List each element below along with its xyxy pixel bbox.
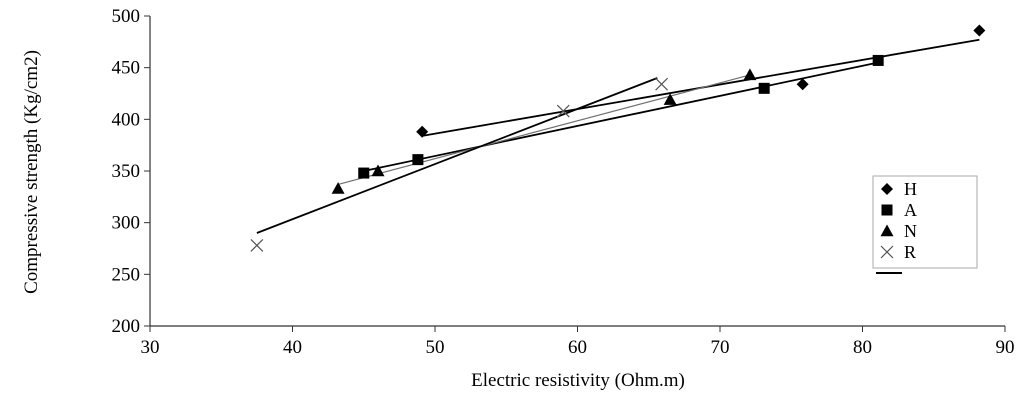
legend-marker-h <box>881 183 893 195</box>
axes: 30 40 50 60 70 80 90 200 250 300 350 400 450 500 <box>112 6 1015 358</box>
legend-label-h: H <box>904 179 917 199</box>
x-marker-stroke <box>556 104 570 118</box>
data-point-h <box>796 78 809 91</box>
data-point-a <box>412 154 424 166</box>
x-tick-label: 70 <box>711 337 730 358</box>
x-marker-stroke <box>655 77 668 91</box>
legend-label-n: N <box>904 221 917 241</box>
y-tick-label: 450 <box>112 58 141 79</box>
x-marker-stroke <box>250 238 264 252</box>
legend-label-a: A <box>904 200 917 220</box>
data-point-n <box>663 93 677 105</box>
x-marker-stroke <box>880 245 894 259</box>
x-tick-label: 50 <box>426 337 445 358</box>
data-point-r <box>250 238 264 252</box>
data-point-r <box>556 104 570 118</box>
x-axis-title: Electric resistivity (Ohm.m) <box>471 370 685 391</box>
data-point-n <box>743 68 757 81</box>
y-axis-title: Compressive strength (Kg/cm2) <box>21 50 42 294</box>
y-tick-label: 300 <box>112 213 141 234</box>
data-point-a <box>358 167 370 179</box>
data-point-h <box>973 24 986 37</box>
trendline-r <box>256 77 658 234</box>
legend-label-r: R <box>904 242 916 262</box>
y-tick-label: 250 <box>112 264 141 285</box>
data-point-n <box>331 182 345 194</box>
data-point-r <box>655 77 668 91</box>
data-point-a <box>758 82 770 94</box>
y-tick-label: 400 <box>112 109 141 130</box>
x-tick-label: 30 <box>141 337 160 358</box>
x-tick-label: 60 <box>568 337 587 358</box>
trendline-n <box>337 74 751 186</box>
legend-marker-n <box>880 224 894 237</box>
legend-marker-r <box>880 245 894 259</box>
data-point-h <box>416 125 429 138</box>
x-tick-label: 90 <box>996 337 1015 358</box>
trendline-a <box>363 61 879 172</box>
trendlines <box>256 38 980 234</box>
data-points <box>250 24 986 252</box>
y-tick-label: 350 <box>112 161 141 182</box>
data-point-a <box>872 54 884 66</box>
x-tick-label: 80 <box>853 337 872 358</box>
y-tick-label: 500 <box>112 6 141 27</box>
legend-marker-a <box>881 204 893 216</box>
x-tick-label: 40 <box>283 337 302 358</box>
data-point-n <box>371 164 385 177</box>
y-tick-label: 200 <box>112 316 141 337</box>
